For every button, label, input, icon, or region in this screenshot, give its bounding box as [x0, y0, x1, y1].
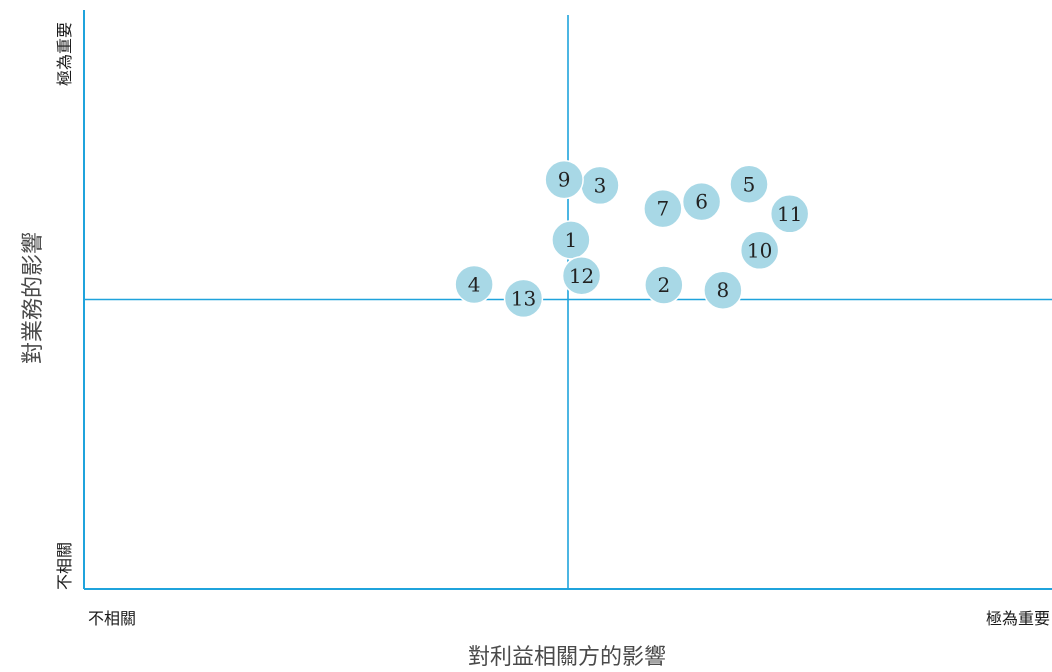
data-point-marker: [729, 164, 769, 205]
data-point-label: 12: [569, 264, 594, 288]
data-point-label: 5: [743, 172, 756, 196]
data-point-label: 8: [717, 278, 730, 302]
data-point-label: 7: [656, 197, 669, 221]
data-point-marker: [643, 188, 683, 229]
data-point: 6: [681, 181, 722, 222]
data-point-label: 10: [747, 238, 772, 262]
data-point-marker: [454, 264, 494, 305]
y-tick-label-low: 不相關: [55, 542, 74, 590]
data-point: 1: [551, 220, 591, 260]
data-point: 10: [739, 230, 780, 271]
data-point-marker: [544, 159, 584, 200]
y-axis-title: 對業務的影響: [21, 232, 46, 364]
data-point: 8: [703, 270, 743, 310]
data-point-label: 4: [468, 272, 481, 296]
data-point-label: 1: [565, 228, 578, 252]
data-point: 13: [503, 278, 544, 319]
data-point: 4: [454, 264, 494, 305]
data-point: 12: [561, 256, 602, 296]
y-tick-label-high: 極為重要: [55, 22, 74, 86]
data-point-marker: [561, 256, 602, 296]
x-axis-title: 對利益相關方的影響: [468, 645, 666, 670]
data-point-label: 13: [511, 286, 536, 310]
data-point: 11: [769, 194, 810, 234]
data-point: 9: [544, 159, 584, 200]
data-point-marker: [739, 230, 780, 271]
data-point: 5: [729, 164, 769, 205]
data-point-marker: [703, 270, 743, 310]
data-point: 2: [644, 265, 684, 305]
data-point-marker: [551, 220, 591, 260]
data-point-label: 9: [558, 168, 571, 192]
data-point-label: 6: [695, 190, 708, 214]
data-point-marker: [681, 181, 722, 222]
data-point-marker: [769, 194, 810, 234]
data-point-label: 11: [777, 202, 802, 226]
data-point: 7: [643, 188, 683, 229]
x-tick-label-low: 不相關: [88, 609, 136, 628]
data-point: 3: [580, 165, 620, 206]
data-point-label: 2: [657, 273, 670, 297]
x-tick-label-high: 極為重要: [986, 609, 1050, 628]
data-point-marker: [503, 278, 544, 319]
data-point-label: 3: [594, 173, 607, 197]
data-point-marker: [644, 265, 684, 305]
